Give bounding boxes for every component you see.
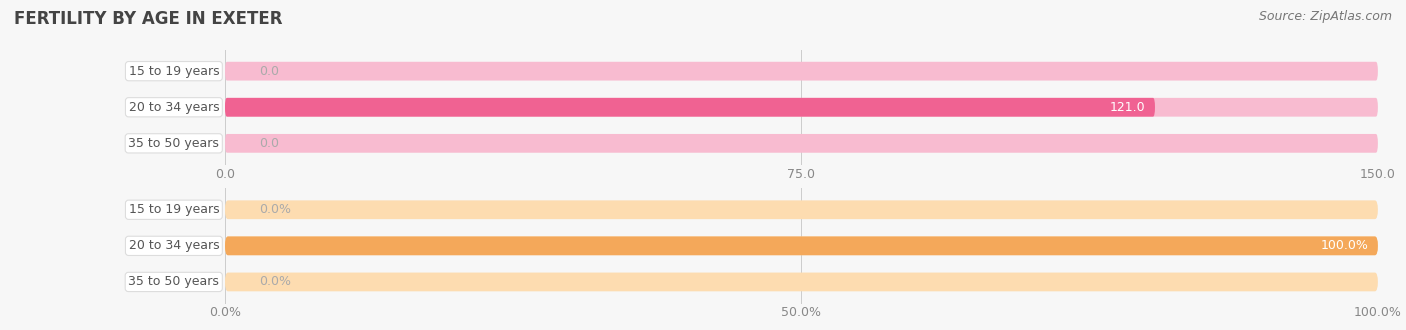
Text: 35 to 50 years: 35 to 50 years (128, 137, 219, 150)
Text: 20 to 34 years: 20 to 34 years (128, 239, 219, 252)
Text: 20 to 34 years: 20 to 34 years (128, 101, 219, 114)
FancyBboxPatch shape (225, 200, 1378, 219)
FancyBboxPatch shape (225, 98, 1154, 116)
Text: 0.0%: 0.0% (260, 276, 291, 288)
Text: 15 to 19 years: 15 to 19 years (128, 203, 219, 216)
Text: 15 to 19 years: 15 to 19 years (128, 65, 219, 78)
FancyBboxPatch shape (225, 134, 1378, 153)
FancyBboxPatch shape (225, 237, 1378, 255)
Text: 35 to 50 years: 35 to 50 years (128, 276, 219, 288)
FancyBboxPatch shape (225, 98, 1378, 116)
Text: 100.0%: 100.0% (1320, 239, 1368, 252)
Text: 0.0%: 0.0% (260, 203, 291, 216)
Text: 121.0: 121.0 (1111, 101, 1146, 114)
FancyBboxPatch shape (225, 62, 1378, 81)
Text: FERTILITY BY AGE IN EXETER: FERTILITY BY AGE IN EXETER (14, 10, 283, 28)
FancyBboxPatch shape (225, 273, 1378, 291)
FancyBboxPatch shape (225, 237, 1378, 255)
Text: 0.0: 0.0 (260, 137, 280, 150)
Text: Source: ZipAtlas.com: Source: ZipAtlas.com (1258, 10, 1392, 23)
Text: 0.0: 0.0 (260, 65, 280, 78)
